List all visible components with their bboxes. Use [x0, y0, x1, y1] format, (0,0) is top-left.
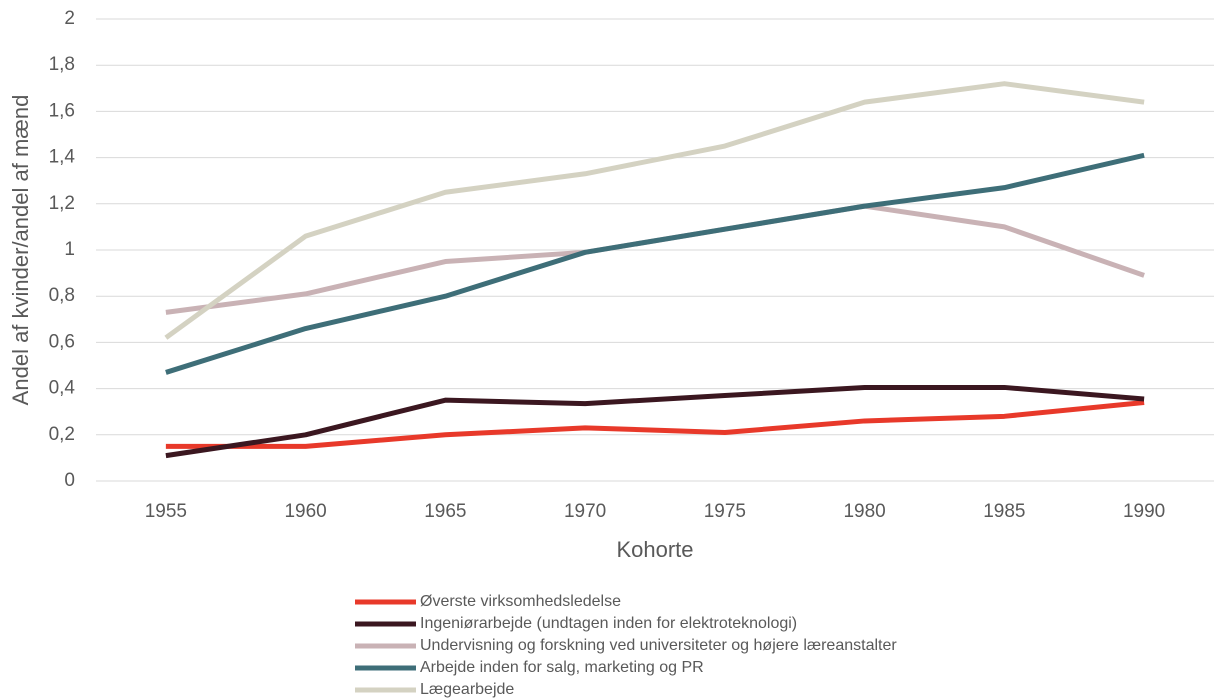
y-tick-label: 1,6: [49, 100, 75, 121]
series-line: [164, 81, 1145, 340]
legend-text: Lægearbejde: [420, 681, 514, 698]
x-tick-label: 1980: [843, 501, 885, 522]
x-tick-label: 1965: [424, 501, 466, 522]
x-tick-label: 1990: [1123, 501, 1165, 522]
x-tick-label: 1955: [145, 501, 187, 522]
legend-text: Øverste virksomhedsledelse: [420, 593, 621, 610]
y-tick-label: 0,2: [49, 424, 75, 445]
y-tick-label: 1,2: [49, 193, 75, 214]
x-tick-label: 1975: [704, 501, 746, 522]
y-tick-label: 2: [64, 8, 75, 29]
y-tick-label: 0: [64, 470, 75, 491]
y-tick-label: 0,6: [49, 331, 75, 352]
x-axis-title: Kohorte: [616, 537, 693, 562]
y-axis-title: Andel af kvinder/andel af mænd: [8, 95, 33, 406]
y-tick-label: 1,4: [49, 147, 76, 168]
x-tick-label: 1970: [564, 501, 606, 522]
y-tick-label: 0,8: [49, 285, 75, 306]
y-tick-label: 1,8: [49, 54, 75, 75]
y-tick-label: 1: [64, 239, 75, 260]
series-line: [165, 399, 1145, 449]
x-tick-label: 1960: [284, 501, 326, 522]
legend-text: Undervisning og forskning ved universite…: [420, 637, 897, 654]
series-line: [165, 152, 1145, 375]
y-tick-label: 0,4: [49, 378, 76, 399]
legend-text: Arbejde inden for salg, marketing og PR: [420, 659, 704, 676]
x-tick-label: 1985: [983, 501, 1025, 522]
legend-text: Ingeniørarbejde (undtagen inden for elek…: [420, 615, 797, 632]
series-line: [165, 384, 1145, 459]
